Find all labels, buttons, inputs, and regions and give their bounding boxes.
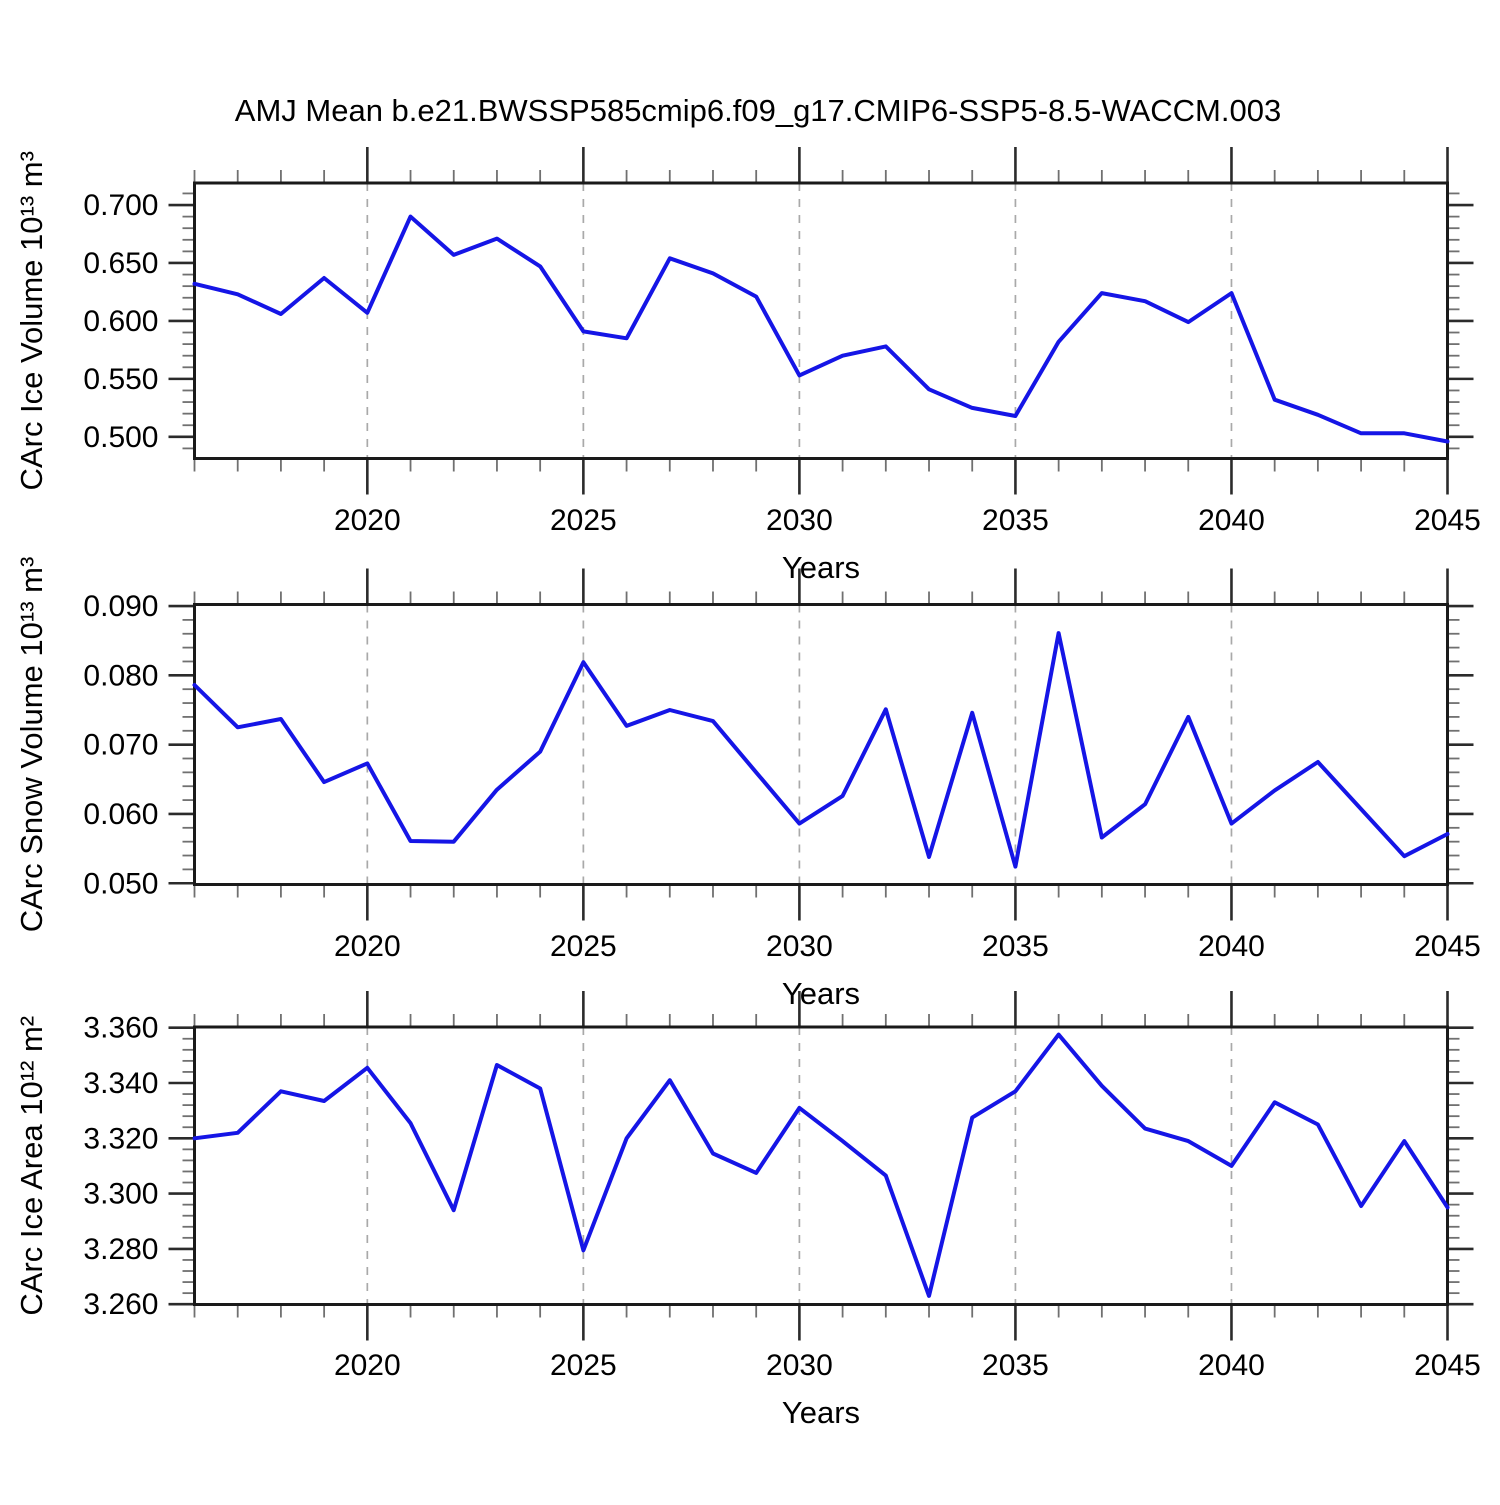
x-tick-label: 2035 (982, 1349, 1049, 1382)
x-tick-label: 2025 (550, 504, 617, 537)
y-tick-label: 0.050 (83, 867, 158, 900)
x-axis-title: Years (782, 550, 860, 585)
x-tick-label: 2035 (982, 930, 1049, 963)
data-series-line (192, 214, 1450, 444)
y-tick-label: 0.070 (83, 729, 158, 762)
y-tick-label: 0.090 (83, 590, 158, 623)
figure-title: AMJ Mean b.e21.BWSSP585cmip6.f09_g17.CMI… (235, 93, 1281, 128)
y-tick-label: 0.700 (83, 189, 158, 222)
y-axis-title: CArc Snow Volume 10¹³ m³ (14, 557, 49, 933)
x-tick-label: 2020 (334, 1349, 401, 1382)
y-tick-label: 0.550 (83, 363, 158, 396)
y-tick-label: 0.650 (83, 247, 158, 280)
x-tick-label: 2030 (766, 1349, 833, 1382)
panel-ice-area: 3.360 3.340 3.320 3.300 3.280 3.260 2020 2025 20… (14, 991, 1481, 1430)
y-tick-label: 0.060 (83, 798, 158, 831)
panel-snow-volume: 0.090 0.080 0.070 0.060 0.050 2020 2025 2030 203… (14, 557, 1481, 1011)
y-tick-label: 0.600 (83, 305, 158, 338)
x-tick-label: 2045 (1414, 504, 1481, 537)
y-axis-title: CArc Ice Area 10¹² m² (14, 1016, 49, 1316)
y-tick-label: 3.360 (83, 1012, 158, 1045)
data-series-line (192, 631, 1450, 869)
x-tick-label: 2030 (766, 504, 833, 537)
panel-border (193, 1025, 1449, 1306)
y-tick-label: 3.280 (83, 1233, 158, 1266)
y-tick-label: 3.300 (83, 1178, 158, 1211)
x-tick-label: 2025 (550, 930, 617, 963)
y-axis-title: CArc Ice Volume 10¹³ m³ (14, 151, 49, 490)
x-tick-label: 2040 (1198, 504, 1265, 537)
panel-border (193, 181, 1449, 460)
panel-ice-volume: 0.700 0.650 0.600 0.550 0.500 2020 2025 2030 203… (14, 147, 1481, 585)
x-tick-label: 2040 (1198, 1349, 1265, 1382)
x-tick-label: 2020 (334, 504, 401, 537)
x-tick-label: 2045 (1414, 930, 1481, 963)
x-tick-label: 2035 (982, 504, 1049, 537)
x-tick-label: 2040 (1198, 930, 1265, 963)
y-tick-label: 3.320 (83, 1122, 158, 1155)
y-tick-label: 3.260 (83, 1288, 158, 1321)
x-tick-label: 2045 (1414, 1349, 1481, 1382)
x-axis-title: Years (782, 1395, 860, 1430)
y-tick-label: 0.080 (83, 659, 158, 692)
y-tick-label: 0.500 (83, 421, 158, 454)
x-tick-label: 2030 (766, 930, 833, 963)
data-series-line (192, 1032, 1450, 1298)
panel-border (193, 603, 1449, 886)
x-axis-title: Years (782, 976, 860, 1011)
x-tick-label: 2025 (550, 1349, 617, 1382)
x-tick-label: 2020 (334, 930, 401, 963)
y-tick-label: 3.340 (83, 1067, 158, 1100)
